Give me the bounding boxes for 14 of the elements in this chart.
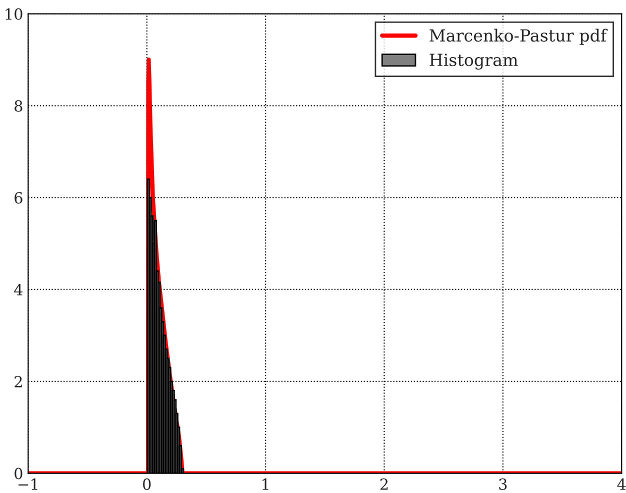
legend-label: Marcenko-Pastur pdf [430, 28, 608, 45]
y-tick-label: 6 [14, 192, 22, 204]
x-tick-label: −1 [18, 478, 38, 490]
x-tick-label: 4 [617, 478, 626, 490]
y-tick-label: 0 [14, 468, 22, 480]
y-tick-label: 2 [14, 376, 22, 388]
x-tick-label: 1 [262, 478, 268, 490]
x-tick-label: 2 [380, 478, 388, 490]
legend-label: Histogram [430, 54, 518, 70]
y-tick-label: 10 [6, 8, 22, 20]
x-tick-label: 3 [499, 478, 507, 490]
x-tick-label: 0 [143, 478, 151, 490]
y-tick-label: 8 [14, 100, 22, 112]
y-tick-label: 4 [14, 284, 23, 296]
